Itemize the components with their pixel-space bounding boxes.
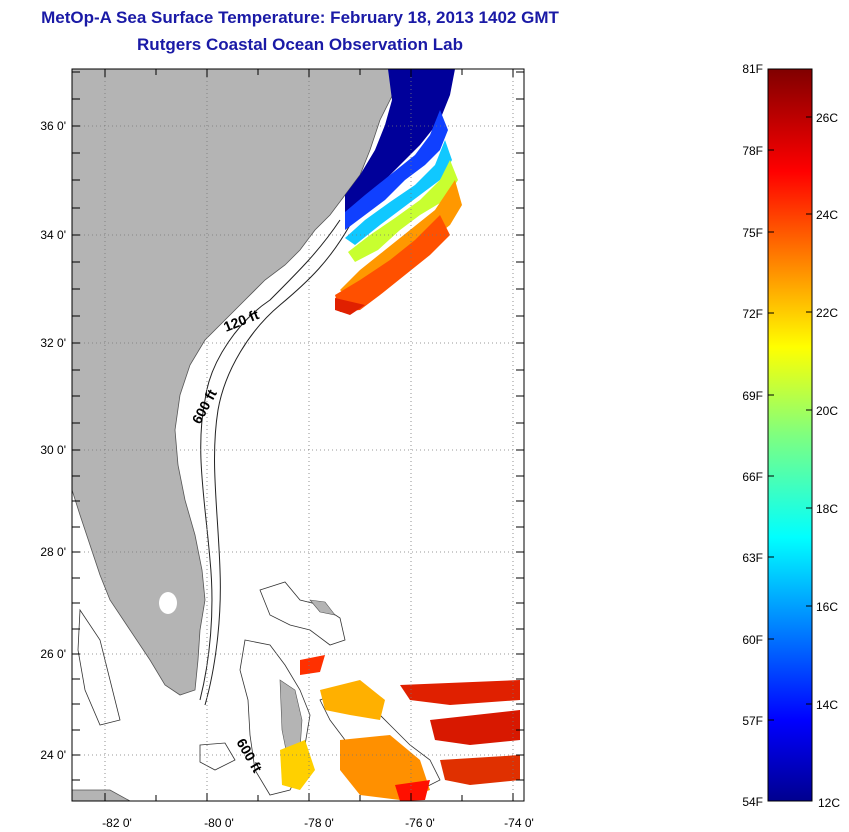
cuba-landmass <box>72 789 131 801</box>
colorbar-f-label: 75F <box>742 226 763 240</box>
lat-label: 30 0' <box>40 443 66 457</box>
colorbar-c-label: 26C <box>816 111 838 125</box>
grand-bahama-island <box>309 599 336 616</box>
little-bahama-bank <box>259 581 346 646</box>
lon-label: -74 0' <box>504 816 534 830</box>
florida-bay-contour <box>77 608 121 726</box>
contour-120ft <box>199 219 341 701</box>
colorbar-f-label: 60F <box>742 633 763 647</box>
colorbar-f-label: 69F <box>742 389 763 403</box>
colorbar-c-label: 12C <box>818 796 840 810</box>
colorbar-c-label: 16C <box>816 600 838 614</box>
lon-tick-marks <box>104 69 514 801</box>
lat-label: 34 0' <box>40 228 66 242</box>
lat-label: 32 0' <box>40 336 66 350</box>
lon-labels: -82 0' -80 0' -78 0' -76 0' -74 0' <box>102 816 534 830</box>
colorbar-c-label: 20C <box>816 404 838 418</box>
map-frame <box>71 68 525 802</box>
map-title: MetOp-A Sea Surface Temperature: Februar… <box>41 8 559 27</box>
cay-sal-bank <box>199 742 236 771</box>
colorbar-c-label: 18C <box>816 502 838 516</box>
lat-label: 36 0' <box>40 119 66 133</box>
lon-label: -78 0' <box>304 816 334 830</box>
colorbar-f-label: 72F <box>742 307 763 321</box>
contour-600ft <box>204 224 351 706</box>
lat-label: 28 0' <box>40 545 66 559</box>
graticule <box>72 69 524 801</box>
map-subtitle: Rutgers Coastal Ocean Observation Lab <box>137 35 463 54</box>
colorbar-f-label: 63F <box>742 551 763 565</box>
colorbar-f-label: 81F <box>742 62 763 76</box>
lon-label: -80 0' <box>204 816 234 830</box>
lat-label: 24 0' <box>40 748 66 762</box>
colorbar-f-label: 66F <box>742 470 763 484</box>
colorbar-c-label: 22C <box>816 306 838 320</box>
lat-tick-marks <box>72 71 524 781</box>
lat-labels: 36 0' 34 0' 32 0' 30 0' 28 0' 26 0' 24 0… <box>40 119 66 762</box>
colorbar-ticks <box>768 116 812 721</box>
lon-label: -76 0' <box>405 816 435 830</box>
colorbar-f-label: 78F <box>742 144 763 158</box>
colorbar-fahrenheit-labels: 81F 78F 75F 72F 69F 66F 63F 60F 57F 54F <box>742 62 763 809</box>
colorbar-c-label: 14C <box>816 698 838 712</box>
colorbar-f-label: 54F <box>742 795 763 809</box>
colorbar <box>767 68 813 802</box>
lon-label: -82 0' <box>102 816 132 830</box>
lake-okeechobee <box>159 592 177 614</box>
sst-swath-south <box>280 655 520 801</box>
colorbar-c-label: 24C <box>816 208 838 222</box>
sst-swath-north <box>335 69 462 315</box>
colorbar-f-label: 57F <box>742 714 763 728</box>
lat-label: 26 0' <box>40 647 66 661</box>
colorbar-celsius-labels: 26C 24C 22C 20C 18C 16C 14C 12C <box>816 111 840 810</box>
